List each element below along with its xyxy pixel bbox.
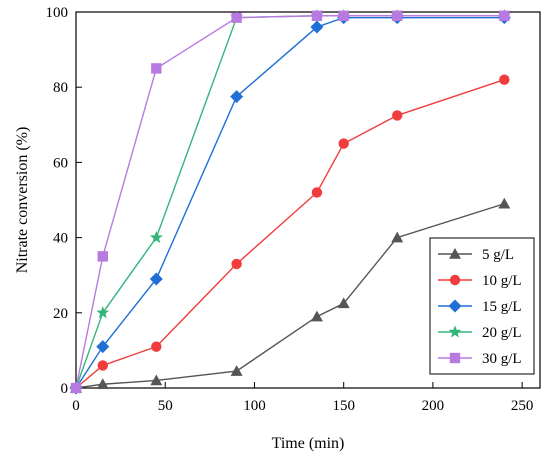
legend-item: 15 g/L (438, 299, 522, 315)
data-point (448, 299, 462, 313)
y-tick-label: 0 (61, 381, 69, 397)
data-point (499, 10, 510, 21)
data-point (96, 340, 110, 354)
legend-label: 20 g/L (482, 325, 522, 341)
data-point (499, 74, 510, 85)
data-point (231, 12, 242, 23)
y-tick-label: 20 (53, 306, 68, 322)
data-point (70, 382, 82, 394)
data-point (151, 341, 162, 352)
legend-label: 10 g/L (482, 273, 522, 289)
x-tick-label: 200 (422, 398, 445, 414)
series-layer (69, 9, 511, 395)
data-point (230, 90, 244, 104)
data-point (449, 248, 461, 259)
legend-label: 5 g/L (482, 247, 514, 263)
legend-item: 10 g/L (438, 273, 522, 289)
data-point (448, 325, 462, 338)
series-line (75, 16, 505, 389)
plot-area (75, 11, 541, 389)
y-tick-label: 100 (46, 5, 69, 21)
x-tick-label: 150 (332, 398, 355, 414)
data-point (310, 20, 324, 34)
data-point (310, 310, 323, 322)
data-point (392, 110, 403, 121)
plot-frame (75, 11, 541, 389)
legend-item: 30 g/L (438, 351, 522, 367)
data-point (449, 352, 461, 364)
legend-item: 20 g/L (438, 325, 522, 341)
y-axis-title: Nitrate conversion (%) (14, 127, 31, 274)
data-point (230, 365, 243, 376)
data-point (391, 231, 404, 243)
y-tick-label: 40 (53, 231, 68, 247)
data-point (149, 272, 163, 286)
data-point (311, 187, 323, 198)
data-point (96, 378, 109, 390)
axes: 0 50 100 150 200 250 0 20 40 60 80 100 (46, 5, 534, 414)
data-point (338, 10, 349, 21)
data-point (498, 197, 511, 209)
data-point (338, 138, 349, 149)
legend-label: 15 g/L (482, 299, 522, 315)
data-point (149, 230, 163, 244)
data-point (311, 10, 323, 21)
legend-item: 5 g/L (438, 247, 514, 263)
series-line (75, 15, 505, 389)
data-point (150, 374, 163, 386)
data-point (231, 258, 242, 270)
x-tick-label: 250 (511, 398, 534, 414)
y-tick-label: 80 (53, 80, 68, 96)
series-line (75, 203, 505, 389)
data-point (392, 10, 403, 21)
data-point (97, 360, 108, 371)
series-30-g-l (70, 10, 510, 394)
data-point (337, 297, 350, 309)
series-line (75, 79, 505, 389)
data-point (449, 274, 461, 286)
data-point (151, 63, 162, 74)
legend: 5 g/L 10 g/L 15 g/L 20 g/L 30 g/L (429, 237, 535, 375)
data-point (97, 251, 108, 262)
legend-label: 30 g/L (482, 351, 522, 367)
x-tick-label: 100 (243, 398, 266, 414)
data-point (96, 306, 110, 319)
x-axis-title: Time (min) (272, 435, 345, 452)
x-tick-label: 50 (158, 398, 173, 414)
x-tick-label: 0 (72, 398, 80, 414)
y-tick-label: 60 (53, 155, 68, 171)
